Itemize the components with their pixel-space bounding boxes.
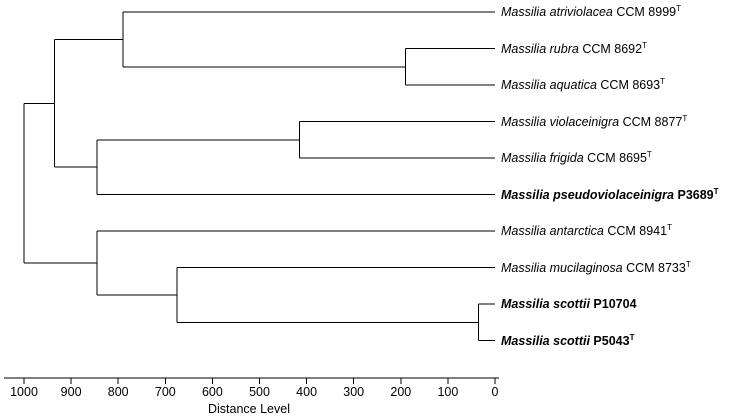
leaf-species: scottii <box>553 333 590 348</box>
leaf-strain: CCM 8877 <box>622 114 683 129</box>
leaf-label: Massilia atriviolacea CCM 8999T <box>501 4 681 20</box>
leaf-genus: Massilia <box>501 114 547 129</box>
type-strain-mark: T <box>676 4 681 13</box>
leaf-species: mucilaginosa <box>549 260 623 275</box>
type-strain-mark: T <box>685 259 691 269</box>
axis-tick-label: 900 <box>60 385 82 399</box>
leaf-label: Massilia antarctica CCM 8941T <box>501 223 672 239</box>
leaf-label: Massilia violaceinigra CCM 8877T <box>501 113 688 129</box>
axis-tick-label: 100 <box>437 385 459 399</box>
leaf-strain: CCM 8692 <box>582 41 643 56</box>
axis-tick-label: 400 <box>296 385 318 399</box>
leaf-genus: Massilia <box>501 333 550 348</box>
leaf-strain: P5043 <box>593 333 630 348</box>
leaf-genus: Massilia <box>501 151 547 165</box>
leaf-genus: Massilia <box>501 297 550 311</box>
axis-tick-label: 600 <box>201 385 223 399</box>
type-strain-mark: T <box>682 113 688 123</box>
leaf-strain: P10704 <box>593 297 637 311</box>
leaf-species: scottii <box>553 297 590 311</box>
axis-tick-label: 500 <box>249 385 270 399</box>
type-strain-mark: T <box>646 150 652 159</box>
leaf-genus: Massilia <box>501 187 550 202</box>
axis-tick-label: 0 <box>491 385 499 399</box>
type-strain-mark: T <box>629 332 635 342</box>
leaf-species: violaceinigra <box>549 114 620 129</box>
leaf-genus: Massilia <box>501 5 547 19</box>
leaf-genus: Massilia <box>501 260 547 275</box>
leaf-label: Massilia scottii P10704 <box>501 297 637 311</box>
leaf-species: rubra <box>549 41 579 56</box>
leaf-strain: CCM 8693 <box>600 78 661 92</box>
leaf-genus: Massilia <box>501 41 547 56</box>
leaf-genus: Massilia <box>501 78 547 92</box>
leaf-strain: CCM 8941 <box>607 224 668 238</box>
leaf-genus: Massilia <box>501 224 547 238</box>
leaf-strain: P3689 <box>677 187 714 202</box>
axis-tick-label: 200 <box>390 385 412 399</box>
axis-tick-label: 700 <box>154 385 176 399</box>
axis-title: Distance Level <box>208 402 290 416</box>
leaf-label: Massilia scottii P5043T <box>501 332 635 348</box>
type-strain-mark: T <box>713 186 719 196</box>
leaf-strain: CCM 8999 <box>616 5 677 19</box>
type-strain-mark: T <box>660 77 666 86</box>
axis-tick-label: 300 <box>343 385 365 399</box>
type-strain-mark: T <box>667 223 672 232</box>
leaf-species: pseudoviolaceinigra <box>553 187 674 202</box>
type-strain-mark: T <box>642 40 647 50</box>
leaf-label: Massilia frigida CCM 8695T <box>501 150 652 166</box>
leaf-strain: CCM 8695 <box>587 151 647 165</box>
leaf-species: frigida <box>549 151 584 165</box>
axis-tick-label: 1000 <box>10 385 38 399</box>
leaf-species: antarctica <box>549 224 604 238</box>
leaf-label: Massilia pseudoviolaceinigra P3689T <box>501 186 719 202</box>
leaf-label: Massilia aquatica CCM 8693T <box>501 77 666 93</box>
axis-tick-label: 800 <box>107 385 129 399</box>
leaf-species: atriviolacea <box>549 5 613 19</box>
leaf-label: Massilia rubra CCM 8692T <box>501 40 647 56</box>
leaf-strain: CCM 8733 <box>626 260 686 275</box>
leaf-label: Massilia mucilaginosa CCM 8733T <box>501 259 691 275</box>
leaf-species: aquatica <box>549 78 597 92</box>
